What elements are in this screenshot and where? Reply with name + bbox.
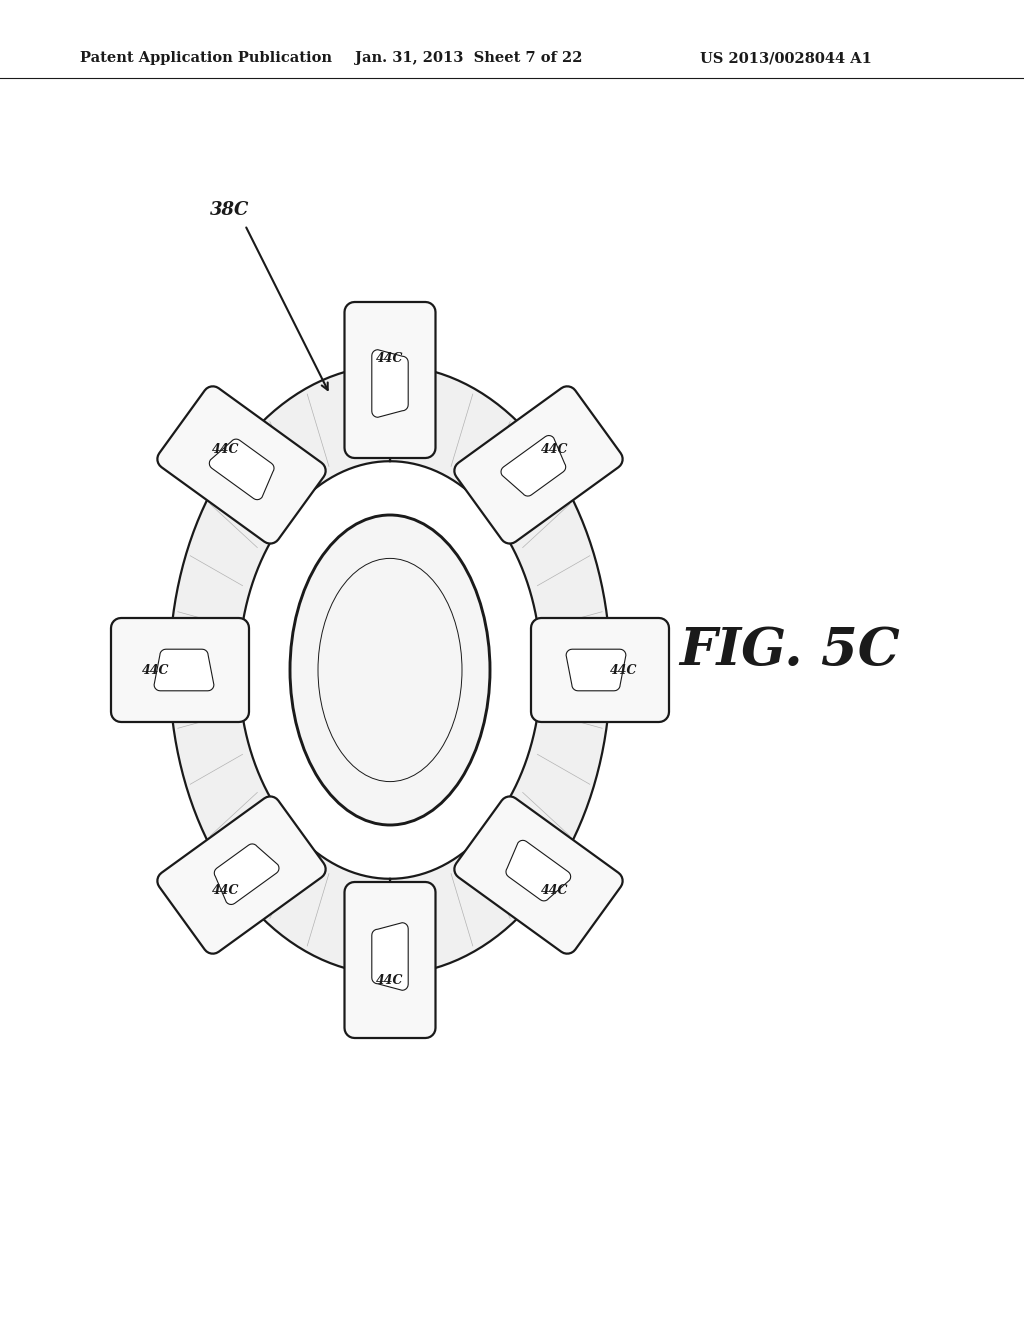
Text: 44C: 44C bbox=[212, 442, 240, 455]
Text: 38C: 38C bbox=[210, 201, 250, 219]
Polygon shape bbox=[154, 649, 214, 690]
Polygon shape bbox=[455, 796, 623, 953]
Text: Patent Application Publication: Patent Application Publication bbox=[80, 51, 332, 65]
Polygon shape bbox=[372, 350, 409, 417]
Text: Jan. 31, 2013  Sheet 7 of 22: Jan. 31, 2013 Sheet 7 of 22 bbox=[355, 51, 583, 65]
Text: 44C: 44C bbox=[376, 352, 403, 366]
Polygon shape bbox=[531, 618, 669, 722]
Polygon shape bbox=[158, 796, 326, 953]
Text: 44C: 44C bbox=[376, 974, 403, 987]
Text: 44C: 44C bbox=[541, 442, 568, 455]
Polygon shape bbox=[501, 436, 565, 496]
Polygon shape bbox=[111, 618, 249, 722]
Polygon shape bbox=[234, 817, 390, 974]
Polygon shape bbox=[497, 671, 610, 886]
Text: 44C: 44C bbox=[610, 664, 638, 676]
Polygon shape bbox=[455, 387, 623, 544]
Polygon shape bbox=[390, 366, 546, 523]
Polygon shape bbox=[497, 454, 610, 671]
Polygon shape bbox=[344, 302, 435, 458]
Polygon shape bbox=[344, 882, 435, 1038]
Polygon shape bbox=[209, 440, 274, 500]
Text: FIG. 5C: FIG. 5C bbox=[680, 624, 900, 676]
Text: US 2013/0028044 A1: US 2013/0028044 A1 bbox=[700, 51, 871, 65]
Text: 44C: 44C bbox=[142, 664, 170, 676]
Polygon shape bbox=[214, 843, 279, 904]
Polygon shape bbox=[506, 841, 570, 902]
Polygon shape bbox=[170, 454, 283, 671]
Polygon shape bbox=[390, 817, 546, 974]
Text: 44C: 44C bbox=[212, 884, 240, 898]
Polygon shape bbox=[158, 387, 326, 544]
Polygon shape bbox=[372, 923, 409, 990]
Text: 44C: 44C bbox=[541, 884, 568, 898]
Polygon shape bbox=[234, 366, 390, 523]
Ellipse shape bbox=[290, 515, 490, 825]
Polygon shape bbox=[170, 671, 283, 886]
Polygon shape bbox=[566, 649, 626, 690]
